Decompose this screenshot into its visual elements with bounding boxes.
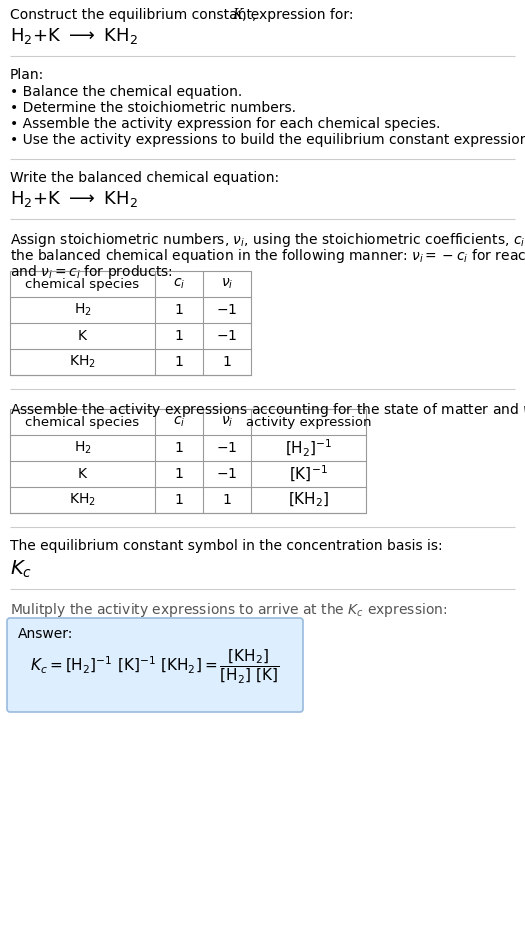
Text: $-1$: $-1$ — [216, 303, 238, 317]
Text: K: K — [78, 467, 87, 481]
Text: $\nu_i$: $\nu_i$ — [221, 415, 233, 430]
Text: and $\nu_i = c_i$ for products:: and $\nu_i = c_i$ for products: — [10, 263, 173, 281]
Text: , expression for:: , expression for: — [242, 8, 353, 22]
Text: chemical species: chemical species — [25, 416, 140, 429]
Text: $\nu_i$: $\nu_i$ — [221, 277, 233, 291]
Text: The equilibrium constant symbol in the concentration basis is:: The equilibrium constant symbol in the c… — [10, 539, 443, 553]
Text: $[\mathrm{H_2}]^{-1}$: $[\mathrm{H_2}]^{-1}$ — [285, 437, 332, 458]
Bar — [10, 271, 251, 375]
Text: $1$: $1$ — [222, 355, 232, 369]
Text: $[\mathrm{K}]^{-1}$: $[\mathrm{K}]^{-1}$ — [289, 464, 328, 484]
Text: $\mathrm{KH_2}$: $\mathrm{KH_2}$ — [69, 353, 96, 370]
Text: 1: 1 — [174, 493, 183, 507]
Text: 1: 1 — [174, 467, 183, 481]
Text: $-1$: $-1$ — [216, 329, 238, 343]
Text: $\mathrm{H_2}$: $\mathrm{H_2}$ — [74, 440, 91, 457]
Text: • Determine the stoichiometric numbers.: • Determine the stoichiometric numbers. — [10, 101, 296, 115]
Text: Assemble the activity expressions accounting for the state of matter and $\nu_i$: Assemble the activity expressions accoun… — [10, 401, 525, 419]
Text: $K_c$: $K_c$ — [10, 559, 32, 580]
Text: $[\mathrm{KH_2}]$: $[\mathrm{KH_2}]$ — [288, 491, 329, 510]
Text: Construct the equilibrium constant,: Construct the equilibrium constant, — [10, 8, 261, 22]
Text: the balanced chemical equation in the following manner: $\nu_i = -c_i$ for react: the balanced chemical equation in the fo… — [10, 247, 525, 265]
Text: • Use the activity expressions to build the equilibrium constant expression.: • Use the activity expressions to build … — [10, 133, 525, 147]
Text: $c_i$: $c_i$ — [173, 277, 185, 291]
Text: Answer:: Answer: — [18, 627, 74, 641]
Text: $\mathrm{H_2}$$ + \mathrm{K}\ {\longrightarrow}\ \mathrm{KH_2}$: $\mathrm{H_2}$$ + \mathrm{K}\ {\longrigh… — [10, 189, 138, 209]
Text: $-1$: $-1$ — [216, 441, 238, 455]
Text: Assign stoichiometric numbers, $\nu_i$, using the stoichiometric coefficients, $: Assign stoichiometric numbers, $\nu_i$, … — [10, 231, 525, 249]
Text: $\mathrm{H_2}$$ + \mathrm{K}\ {\longrightarrow}\ \mathrm{KH_2}$: $\mathrm{H_2}$$ + \mathrm{K}\ {\longrigh… — [10, 26, 138, 46]
Text: chemical species: chemical species — [25, 277, 140, 290]
Text: $\mathrm{H_2}$: $\mathrm{H_2}$ — [74, 302, 91, 318]
Text: Plan:: Plan: — [10, 68, 44, 82]
FancyBboxPatch shape — [7, 618, 303, 712]
Text: 1: 1 — [174, 441, 183, 455]
Text: activity expression: activity expression — [246, 416, 371, 429]
Text: 1: 1 — [174, 329, 183, 343]
Text: K: K — [232, 8, 243, 22]
Text: $\mathrm{KH_2}$: $\mathrm{KH_2}$ — [69, 492, 96, 508]
Text: Mulitply the activity expressions to arrive at the $K_c$ expression:: Mulitply the activity expressions to arr… — [10, 601, 447, 619]
Text: $-1$: $-1$ — [216, 467, 238, 481]
Text: $K_c = [\mathrm{H_2}]^{-1}\ [\mathrm{K}]^{-1}\ [\mathrm{KH_2}] = \dfrac{[\mathrm: $K_c = [\mathrm{H_2}]^{-1}\ [\mathrm{K}]… — [30, 648, 279, 686]
Text: $c_i$: $c_i$ — [173, 415, 185, 430]
Text: • Balance the chemical equation.: • Balance the chemical equation. — [10, 85, 242, 99]
Text: Write the balanced chemical equation:: Write the balanced chemical equation: — [10, 171, 279, 185]
Text: 1: 1 — [174, 355, 183, 369]
Bar — [10, 409, 366, 513]
Text: K: K — [78, 329, 87, 343]
Text: 1: 1 — [174, 303, 183, 317]
Text: • Assemble the activity expression for each chemical species.: • Assemble the activity expression for e… — [10, 117, 440, 131]
Text: $1$: $1$ — [222, 493, 232, 507]
